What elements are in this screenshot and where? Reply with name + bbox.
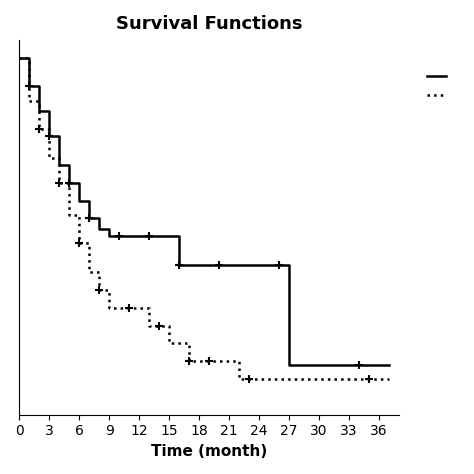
Legend: , : , <box>422 65 461 107</box>
Title: Survival Functions: Survival Functions <box>116 15 302 33</box>
X-axis label: Time (month): Time (month) <box>151 444 267 459</box>
